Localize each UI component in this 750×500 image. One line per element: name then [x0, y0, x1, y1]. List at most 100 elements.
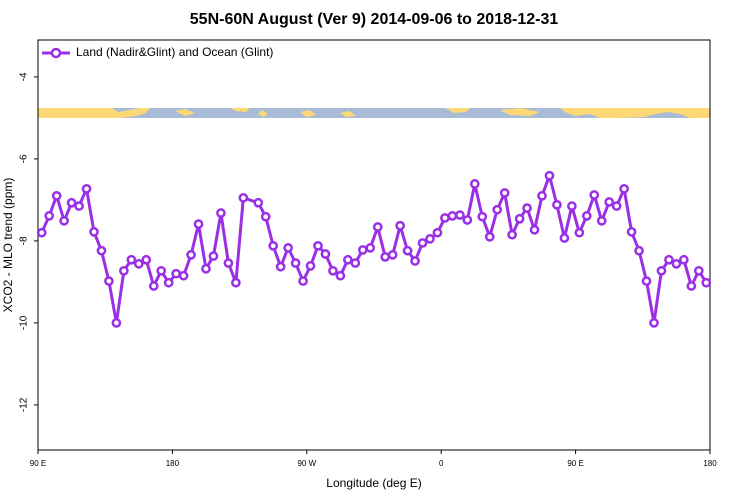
- point: [208, 251, 219, 261]
- point: [253, 197, 264, 208]
- point: [693, 265, 704, 276]
- point: [111, 318, 122, 328]
- point: [574, 227, 585, 238]
- point: [36, 227, 47, 238]
- point: [514, 213, 525, 224]
- point: [81, 183, 92, 194]
- point: [641, 276, 652, 286]
- point: [328, 265, 338, 276]
- point: [201, 263, 211, 274]
- point: [126, 254, 137, 265]
- legend-label: Land (Nadir&Glint) and Ocean (Glint): [76, 45, 273, 59]
- point: [186, 249, 196, 260]
- point: [417, 238, 428, 248]
- point: [335, 270, 346, 281]
- point: [357, 245, 368, 255]
- point: [178, 270, 189, 281]
- point: [96, 245, 107, 256]
- point: [425, 234, 435, 244]
- point: [104, 276, 114, 286]
- point: [89, 227, 99, 237]
- point: [589, 190, 600, 200]
- point: [596, 215, 607, 226]
- point: [133, 259, 144, 269]
- point: [320, 249, 331, 259]
- point: [223, 258, 234, 268]
- point: [686, 281, 697, 291]
- point: [701, 277, 712, 288]
- point: [350, 258, 361, 268]
- point: [305, 261, 316, 271]
- map-strip: [38, 108, 710, 118]
- point: [365, 243, 376, 253]
- point: [260, 211, 271, 222]
- point: [544, 170, 555, 181]
- plot-frame: [37, 39, 711, 451]
- x-tick-label: 0: [439, 459, 444, 468]
- point: [529, 224, 540, 235]
- point: [163, 277, 174, 288]
- point: [231, 277, 241, 288]
- x-axis-label: Longitude (deg E): [326, 476, 421, 490]
- point: [559, 233, 570, 243]
- point: [313, 240, 323, 251]
- point: [51, 190, 62, 201]
- point: [679, 254, 689, 265]
- point: [298, 276, 308, 286]
- point: [290, 258, 301, 268]
- point: [410, 256, 420, 266]
- point: [372, 222, 383, 232]
- point: [634, 245, 644, 256]
- point: [522, 203, 532, 213]
- point: [649, 318, 659, 328]
- point: [238, 193, 249, 203]
- point: [395, 220, 405, 231]
- point: [671, 259, 682, 269]
- x-tick-label: 180: [703, 459, 717, 468]
- point: [44, 211, 55, 221]
- point: [119, 265, 129, 276]
- point: [156, 265, 167, 276]
- point: [141, 254, 152, 265]
- x-tick-label: 90 W: [297, 459, 316, 468]
- point: [499, 188, 510, 198]
- y-tick-label: -12: [19, 397, 30, 412]
- point: [626, 227, 637, 237]
- legend-marker: [50, 47, 62, 59]
- point: [171, 268, 181, 279]
- point: [447, 211, 458, 221]
- point: [604, 197, 615, 207]
- y-tick-label: -4: [19, 72, 30, 81]
- point: [74, 201, 84, 211]
- point: [283, 243, 293, 253]
- point: [611, 201, 622, 211]
- x-tick-label: 180: [166, 459, 180, 468]
- point: [216, 208, 226, 218]
- point: [477, 211, 488, 222]
- point: [275, 261, 286, 272]
- point: [656, 265, 667, 276]
- point: [581, 211, 592, 221]
- point: [440, 213, 450, 223]
- point: [552, 199, 562, 210]
- x-tick-label: 90 E: [30, 459, 46, 468]
- point: [469, 179, 480, 189]
- point: [567, 201, 577, 211]
- point: [619, 183, 629, 194]
- point: [380, 252, 391, 262]
- point: [484, 231, 495, 242]
- x-tick-label: 90 E: [567, 459, 583, 468]
- y-tick-label: -8: [19, 236, 30, 245]
- y-axis-label: XCO2 - MLO trend (ppm): [1, 178, 15, 313]
- legend: Land (Nadir&Glint) and Ocean (Glint): [42, 45, 273, 59]
- y-tick-label: -10: [19, 315, 30, 330]
- point: [455, 210, 465, 220]
- point: [59, 215, 69, 226]
- chart-title: 55N-60N August (Ver 9) 2014-09-06 to 201…: [190, 11, 559, 28]
- point: [148, 281, 159, 291]
- point: [268, 240, 279, 251]
- point: [402, 245, 413, 256]
- point: [664, 254, 674, 265]
- point: [193, 219, 204, 229]
